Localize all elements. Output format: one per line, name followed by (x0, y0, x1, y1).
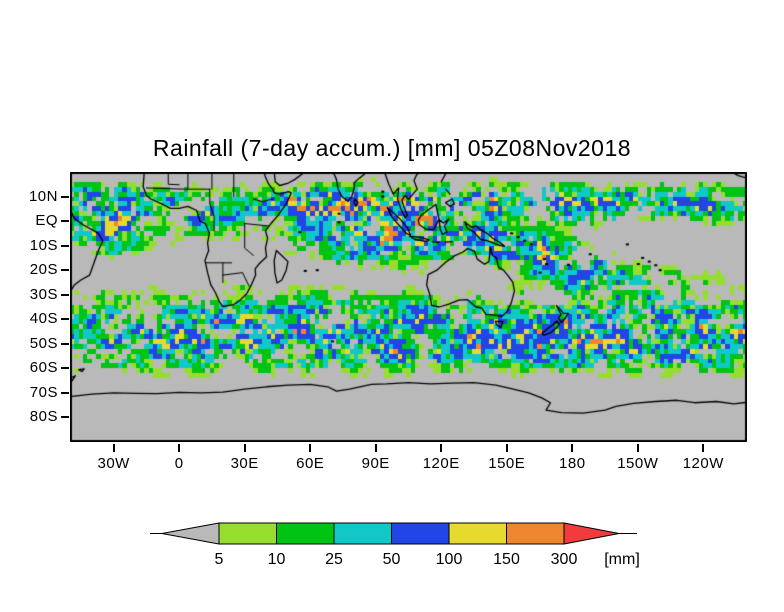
colorbar-above-max-arrow (563, 522, 620, 545)
lon-tick (243, 444, 246, 452)
lon-tick-label: 120E (422, 455, 460, 472)
colorbar-bin (276, 522, 335, 545)
colorbar-bin (448, 522, 507, 545)
lon-tick (374, 444, 377, 452)
colorbar-bin (506, 522, 565, 545)
lat-tick (61, 318, 69, 321)
colorbar-units-label: [mm] (604, 551, 640, 568)
lon-tick (309, 444, 312, 452)
lon-tick-label: 30E (230, 455, 259, 472)
colorbar-below-min-arrow (161, 522, 220, 545)
lon-tick (505, 444, 508, 452)
lat-tick-label: EQ (35, 212, 58, 230)
colorbar-tick-label: 300 (551, 551, 578, 568)
lat-tick (61, 244, 69, 247)
colorbar-bin (333, 522, 392, 545)
lon-tick-label: 150E (488, 455, 526, 472)
lat-tick-label: 80S (29, 408, 58, 426)
lon-tick (636, 444, 639, 452)
lat-tick (61, 391, 69, 394)
colorbar-tick-label: 50 (383, 551, 401, 568)
lat-tick-label: 20S (29, 261, 58, 279)
lon-tick (702, 444, 705, 452)
lat-tick (61, 416, 69, 419)
colorbar-tick-label: 25 (325, 551, 343, 568)
lat-tick (61, 367, 69, 370)
lat-tick-label: 50S (29, 334, 58, 352)
lon-tick (571, 444, 574, 452)
lat-tick-label: 30S (29, 285, 58, 303)
colorbar-tick-label: 10 (268, 551, 286, 568)
lon-tick-label: 0 (174, 455, 184, 472)
lon-tick-label: 60E (296, 455, 325, 472)
lon-tick-label: 30W (97, 455, 130, 472)
lon-tick-label: 150W (617, 455, 659, 472)
lon-tick (178, 444, 181, 452)
lat-tick (61, 293, 69, 296)
lat-tick-label: 40S (29, 310, 58, 328)
lat-tick-label: 10N (28, 187, 58, 205)
colorbar-tick-label: 5 (215, 551, 224, 568)
lon-tick-label: 180 (559, 455, 586, 472)
lon-tick-label: 90E (361, 455, 390, 472)
lat-tick (61, 195, 69, 198)
lat-tick-label: 70S (29, 383, 58, 401)
lon-tick-label: 120W (682, 455, 724, 472)
colorbar-bin (218, 522, 277, 545)
rainfall-map-canvas (70, 172, 747, 442)
lon-tick (440, 444, 443, 452)
plot-title: Rainfall (7-day accum.) [mm] 05Z08Nov201… (152, 135, 632, 161)
colorbar: 5 10 25 50 100 150 300 [mm] (150, 522, 640, 568)
lat-tick-label: 60S (29, 359, 58, 377)
lat-tick-label: 10S (29, 236, 58, 254)
colorbar-tick-label: 100 (436, 551, 463, 568)
lon-tick (112, 444, 115, 452)
lat-tick (61, 342, 69, 345)
colorbar-bin (391, 522, 450, 545)
colorbar-tick-label: 150 (493, 551, 520, 568)
lat-tick (61, 220, 69, 223)
lat-tick (61, 269, 69, 272)
